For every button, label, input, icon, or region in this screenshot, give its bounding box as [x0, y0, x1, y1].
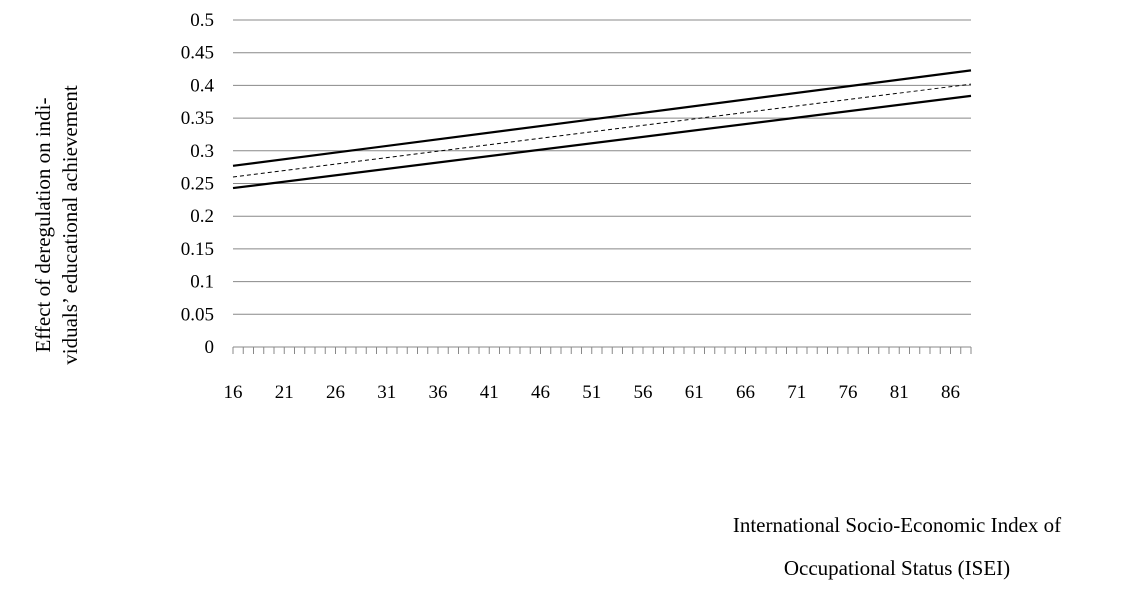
x-tick-label: 26: [326, 382, 345, 403]
x-tick-label: 41: [480, 382, 499, 403]
x-tick-label: 76: [839, 382, 858, 403]
x-tick-label: 51: [582, 382, 601, 403]
confidence-bound-line: [232, 94, 972, 190]
x-tick-label: 16: [224, 382, 243, 403]
x-tick-label: 56: [634, 382, 653, 403]
confidence-bound-line: [232, 69, 972, 167]
series-lines: [232, 69, 972, 190]
y-tick-label: 0.25: [181, 174, 214, 195]
x-tick-label: 81: [890, 382, 909, 403]
x-tick-label: 66: [736, 382, 755, 403]
y-tick-label: 0.1: [190, 272, 214, 293]
y-tick-label: 0.5: [190, 10, 214, 31]
x-tick-label: 61: [685, 382, 704, 403]
x-tick-label: 21: [275, 382, 294, 403]
x-tick-label: 71: [787, 382, 806, 403]
x-axis-label-line-1: International Socio-Economic Index of: [733, 513, 1061, 537]
y-tick-label: 0.05: [181, 304, 214, 325]
x-tick-label: 46: [531, 382, 550, 403]
y-tick-label: 0.15: [181, 239, 214, 260]
y-axis-label-line-1: Effect of deregulation on indi-: [31, 97, 55, 352]
y-tick-label: 0.4: [190, 75, 214, 96]
axes: [232, 346, 972, 354]
y-tick-label: 0: [205, 337, 215, 358]
x-tick-label: 31: [377, 382, 396, 403]
y-tick-label: 0.3: [190, 141, 214, 162]
y-tick-label: 0.45: [181, 43, 214, 64]
y-axis-label-line-2: viduals’ educational achievement: [58, 85, 82, 365]
y-tick-label: 0.2: [190, 206, 214, 227]
x-tick-label: 86: [941, 382, 960, 403]
x-tick-labels: 16 21 26 31 36 41 46 51 56 61 66 71 76 81 86: [224, 382, 961, 403]
x-axis-label-line-2: Occupational Status (ISEI): [784, 556, 1010, 580]
y-tick-labels: 0 0.05 0.1 0.15 0.2 0.25 0.3 0.35 0.4 0.45 0.5: [181, 10, 215, 358]
y-tick-label: 0.35: [181, 108, 214, 129]
x-tick-label: 36: [429, 382, 448, 403]
estimate-line: [232, 83, 972, 178]
gridlines: [233, 19, 971, 315]
